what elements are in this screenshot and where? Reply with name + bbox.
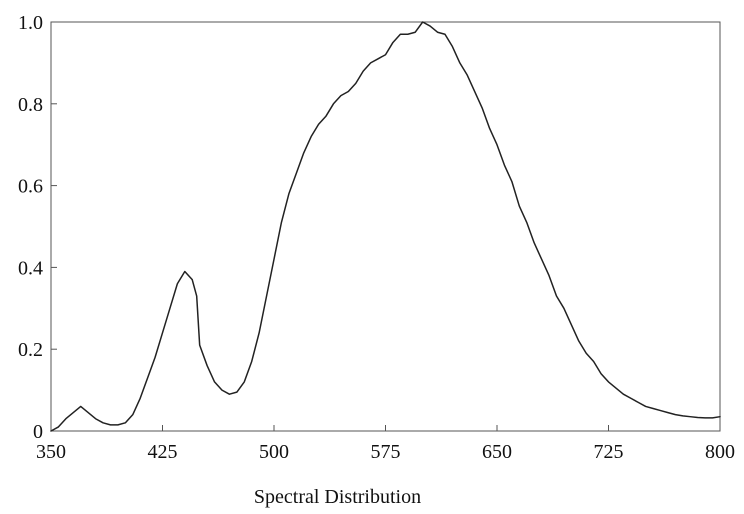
- x-tick-label: 650: [482, 441, 512, 463]
- x-tick-label: 725: [594, 441, 624, 463]
- x-tick-label: 575: [371, 441, 401, 463]
- y-tick-label: 0.6: [18, 176, 43, 198]
- x-axis-ticks: 350 425 500 575 650 725 800: [36, 425, 735, 463]
- spectrum-line: [50, 21, 721, 432]
- x-tick-label: 425: [148, 441, 178, 463]
- y-tick-label: 0.8: [18, 94, 43, 116]
- series-layer: [50, 21, 721, 432]
- y-axis-ticks: 0 0.2 0.4 0.6 0.8 1.0: [18, 12, 57, 443]
- y-tick-label: 0.2: [18, 339, 43, 361]
- y-tick-label: 1.0: [18, 12, 43, 34]
- x-axis-title: Spectral Distribution: [254, 486, 421, 508]
- y-tick-label: 0: [33, 421, 43, 443]
- x-tick-label: 800: [705, 441, 735, 463]
- x-tick-label: 350: [36, 441, 66, 463]
- x-tick-label: 500: [259, 441, 289, 463]
- y-tick-label: 0.4: [18, 257, 43, 279]
